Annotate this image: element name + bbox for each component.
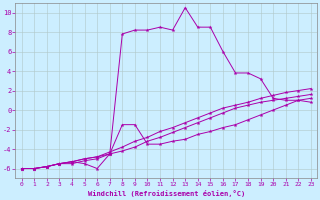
- X-axis label: Windchill (Refroidissement éolien,°C): Windchill (Refroidissement éolien,°C): [88, 190, 245, 197]
